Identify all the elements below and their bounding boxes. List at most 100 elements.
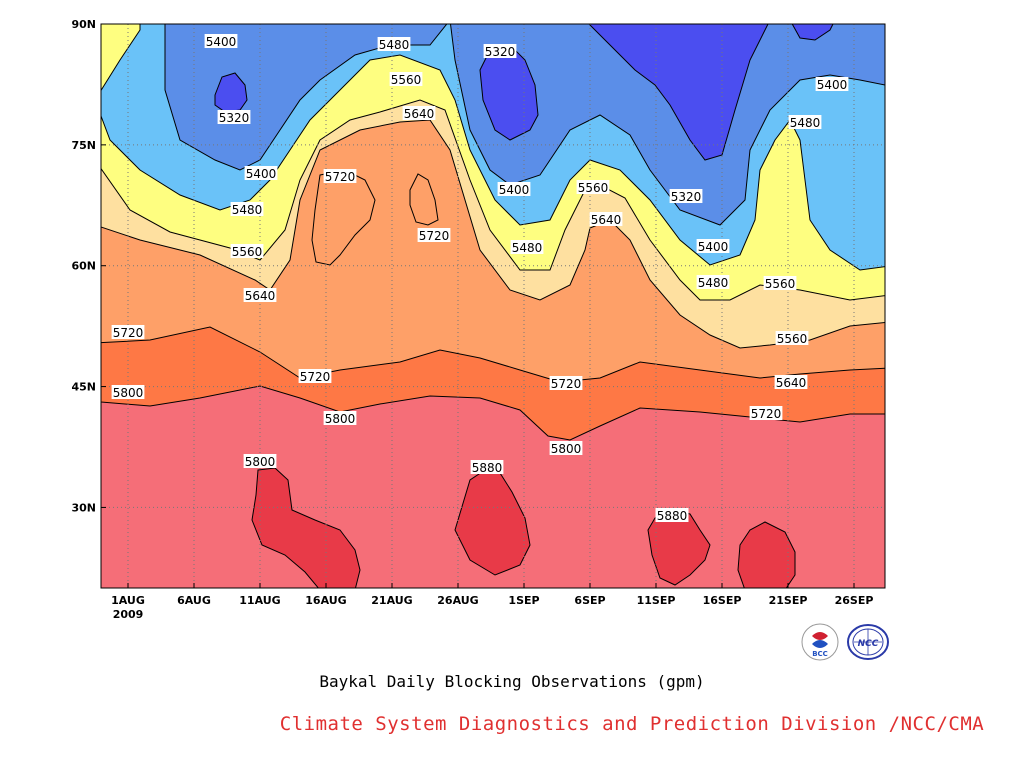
svg-text:5640: 5640: [245, 289, 276, 303]
svg-text:5320: 5320: [219, 111, 250, 125]
svg-text:5560: 5560: [777, 332, 808, 346]
x-tick-label: 26AUG: [437, 594, 478, 607]
contour-label: 5720: [298, 369, 332, 384]
x-tick-label: 6AUG: [177, 594, 211, 607]
y-tick-label: 60N: [71, 260, 96, 273]
contour-label: 5560: [763, 276, 797, 291]
x-tick-label: 21SEP: [769, 594, 808, 607]
contour-label: 5480: [788, 115, 822, 130]
svg-text:NCC: NCC: [858, 639, 879, 649]
island-5640-5720-contour: [311, 169, 439, 266]
y-tick-label: 75N: [71, 139, 96, 152]
contour-label: 5480: [230, 202, 264, 217]
x-tick-label: 16AUG: [305, 594, 346, 607]
contour-label: 5320: [669, 189, 703, 204]
svg-text:5720: 5720: [751, 407, 782, 421]
contour-label: 5400: [696, 239, 730, 254]
x-tick-label: 1SEP: [508, 594, 539, 607]
contour-label: 5880: [470, 460, 504, 475]
svg-text:5320: 5320: [485, 45, 516, 59]
x-year-label: 2009: [113, 608, 144, 621]
svg-text:5640: 5640: [591, 213, 622, 227]
svg-text:5800: 5800: [245, 455, 276, 469]
credit-line: Climate System Diagnostics and Predictio…: [279, 713, 985, 735]
x-tick-label: 26SEP: [835, 594, 874, 607]
contour-label: 5480: [377, 37, 411, 52]
x-tick-label: 11AUG: [239, 594, 280, 607]
y-tick-label: 90N: [71, 18, 96, 31]
contour-label: 5560: [576, 180, 610, 195]
svg-text:5480: 5480: [698, 276, 729, 290]
svg-text:5720: 5720: [300, 370, 331, 384]
contour-label: 5560: [775, 331, 809, 346]
contour-label: 5400: [204, 34, 238, 49]
contour-label: 5480: [510, 240, 544, 255]
band-5720-5800-contour: [101, 385, 885, 441]
contour-label: 5640: [243, 288, 277, 303]
svg-text:5640: 5640: [404, 107, 435, 121]
y-tick-label: 45N: [71, 381, 96, 394]
svg-text:5400: 5400: [246, 167, 277, 181]
contour-label: 5640: [589, 212, 623, 227]
contour-label: 5560: [230, 244, 264, 259]
svg-text:BCC: BCC: [812, 650, 828, 658]
x-tick-label: 1AUG: [111, 594, 145, 607]
svg-text:5560: 5560: [765, 277, 796, 291]
svg-text:5560: 5560: [578, 181, 609, 195]
svg-text:5560: 5560: [391, 73, 422, 87]
svg-text:5720: 5720: [325, 170, 356, 184]
svg-text:5880: 5880: [472, 461, 503, 475]
chart-title: Baykal Daily Blocking Observations (gpm): [319, 672, 705, 691]
svg-text:5720: 5720: [419, 229, 450, 243]
bcc-logo: BCC: [801, 623, 839, 661]
ncc-logo: NCC: [847, 624, 889, 660]
svg-text:5400: 5400: [499, 183, 530, 197]
svg-text:5400: 5400: [817, 78, 848, 92]
band-5560-5640-contour: [101, 119, 885, 349]
svg-text:5480: 5480: [379, 38, 410, 52]
contour-label: 5800: [111, 385, 145, 400]
svg-text:5800: 5800: [325, 412, 356, 426]
svg-text:5720: 5720: [551, 377, 582, 391]
y-tick-label: 30N: [71, 501, 96, 514]
band-lt5320-contour: [214, 24, 834, 161]
contour-label: 5400: [244, 166, 278, 181]
contour-label: 5320: [217, 110, 251, 125]
contour-label: 5480: [696, 275, 730, 290]
plot-frame: [100, 23, 886, 589]
contour-label: 5720: [749, 406, 783, 421]
x-tick-label: 6SEP: [574, 594, 605, 607]
svg-text:5400: 5400: [206, 35, 237, 49]
contour-label: 5800: [243, 454, 277, 469]
contour-label: 5880: [655, 508, 689, 523]
x-tick-label: 21AUG: [371, 594, 412, 607]
svg-text:5880: 5880: [657, 509, 688, 523]
svg-text:5560: 5560: [232, 245, 263, 259]
svg-text:5400: 5400: [698, 240, 729, 254]
svg-text:5640: 5640: [776, 376, 807, 390]
contour-label: 5640: [402, 106, 436, 121]
contour-label: 5560: [389, 72, 423, 87]
contour-label: 5320: [483, 44, 517, 59]
svg-text:5480: 5480: [232, 203, 263, 217]
svg-text:5480: 5480: [790, 116, 821, 130]
contour-label: 5720: [111, 325, 145, 340]
contour-label: 5800: [549, 441, 583, 456]
svg-text:5320: 5320: [671, 190, 702, 204]
contour-label: 5400: [497, 182, 531, 197]
svg-text:5720: 5720: [113, 326, 144, 340]
contour-label: 5800: [323, 411, 357, 426]
contour-label: 5640: [774, 375, 808, 390]
contour-label: 5720: [323, 169, 357, 184]
band-gt5880-contour: [251, 467, 796, 588]
band-5480-5560-contour: [101, 99, 885, 301]
svg-text:5800: 5800: [551, 442, 582, 456]
svg-text:5480: 5480: [512, 241, 543, 255]
contour-label: 5400: [815, 77, 849, 92]
contour-label: 5720: [417, 228, 451, 243]
contour-label: 5720: [549, 376, 583, 391]
x-tick-label: 16SEP: [703, 594, 742, 607]
svg-text:5800: 5800: [113, 386, 144, 400]
island-5640-5720: [312, 170, 438, 265]
